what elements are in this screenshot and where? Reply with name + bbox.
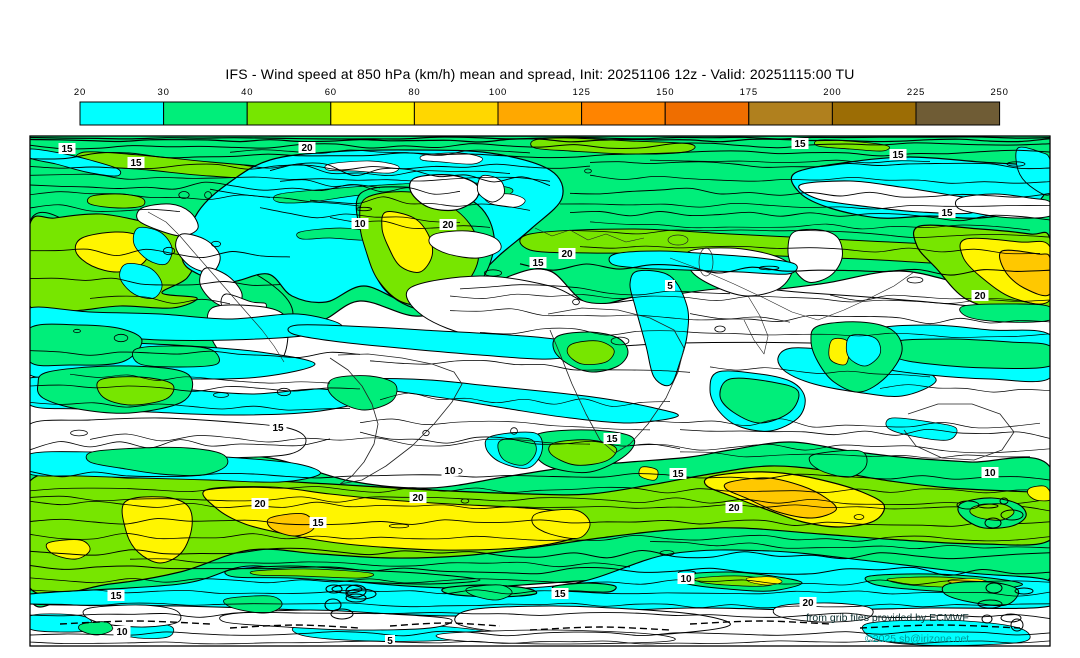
- svg-text:20: 20: [728, 503, 740, 514]
- svg-text:15: 15: [794, 139, 806, 150]
- svg-text:15: 15: [532, 258, 544, 269]
- svg-text:15: 15: [130, 158, 142, 169]
- svg-text:10: 10: [680, 574, 692, 585]
- svg-text:80: 80: [408, 87, 420, 98]
- svg-text:15: 15: [892, 150, 904, 161]
- svg-text:15: 15: [672, 469, 684, 480]
- svg-text:15: 15: [941, 208, 953, 219]
- svg-text:IFS - Wind speed at 850 hPa (k: IFS - Wind speed at 850 hPa (km/h) mean …: [225, 66, 854, 82]
- svg-text:15: 15: [272, 423, 284, 434]
- svg-text:40: 40: [241, 87, 253, 98]
- svg-text:15: 15: [554, 589, 566, 600]
- svg-text:from grib files provided by EC: from grib files provided by ECMWF: [806, 612, 969, 624]
- svg-text:5: 5: [387, 636, 393, 647]
- svg-text:200: 200: [823, 87, 841, 98]
- svg-text:250: 250: [990, 87, 1008, 98]
- svg-text:5: 5: [667, 281, 673, 292]
- svg-text:15: 15: [312, 518, 324, 529]
- svg-text:15: 15: [110, 591, 122, 602]
- svg-text:15: 15: [606, 434, 618, 445]
- svg-text:20: 20: [802, 598, 814, 609]
- svg-text:100: 100: [489, 87, 507, 98]
- svg-text:20: 20: [74, 87, 86, 98]
- svg-text:150: 150: [656, 87, 674, 98]
- svg-text:20: 20: [974, 291, 986, 302]
- svg-text:60: 60: [325, 87, 337, 98]
- svg-text:20: 20: [412, 493, 424, 504]
- svg-text:10: 10: [116, 627, 128, 638]
- svg-text:10: 10: [984, 468, 996, 479]
- svg-text:175: 175: [740, 87, 758, 98]
- svg-text:©2025 sb@irizone.net: ©2025 sb@irizone.net: [865, 633, 969, 645]
- svg-text:20: 20: [301, 143, 313, 154]
- svg-text:15: 15: [61, 144, 73, 155]
- svg-text:10: 10: [354, 219, 366, 230]
- svg-text:20: 20: [561, 249, 573, 260]
- svg-text:125: 125: [572, 87, 590, 98]
- svg-text:225: 225: [907, 87, 925, 98]
- svg-text:20: 20: [254, 499, 266, 510]
- svg-text:10: 10: [444, 466, 456, 477]
- svg-text:20: 20: [442, 220, 454, 231]
- svg-text:30: 30: [158, 87, 170, 98]
